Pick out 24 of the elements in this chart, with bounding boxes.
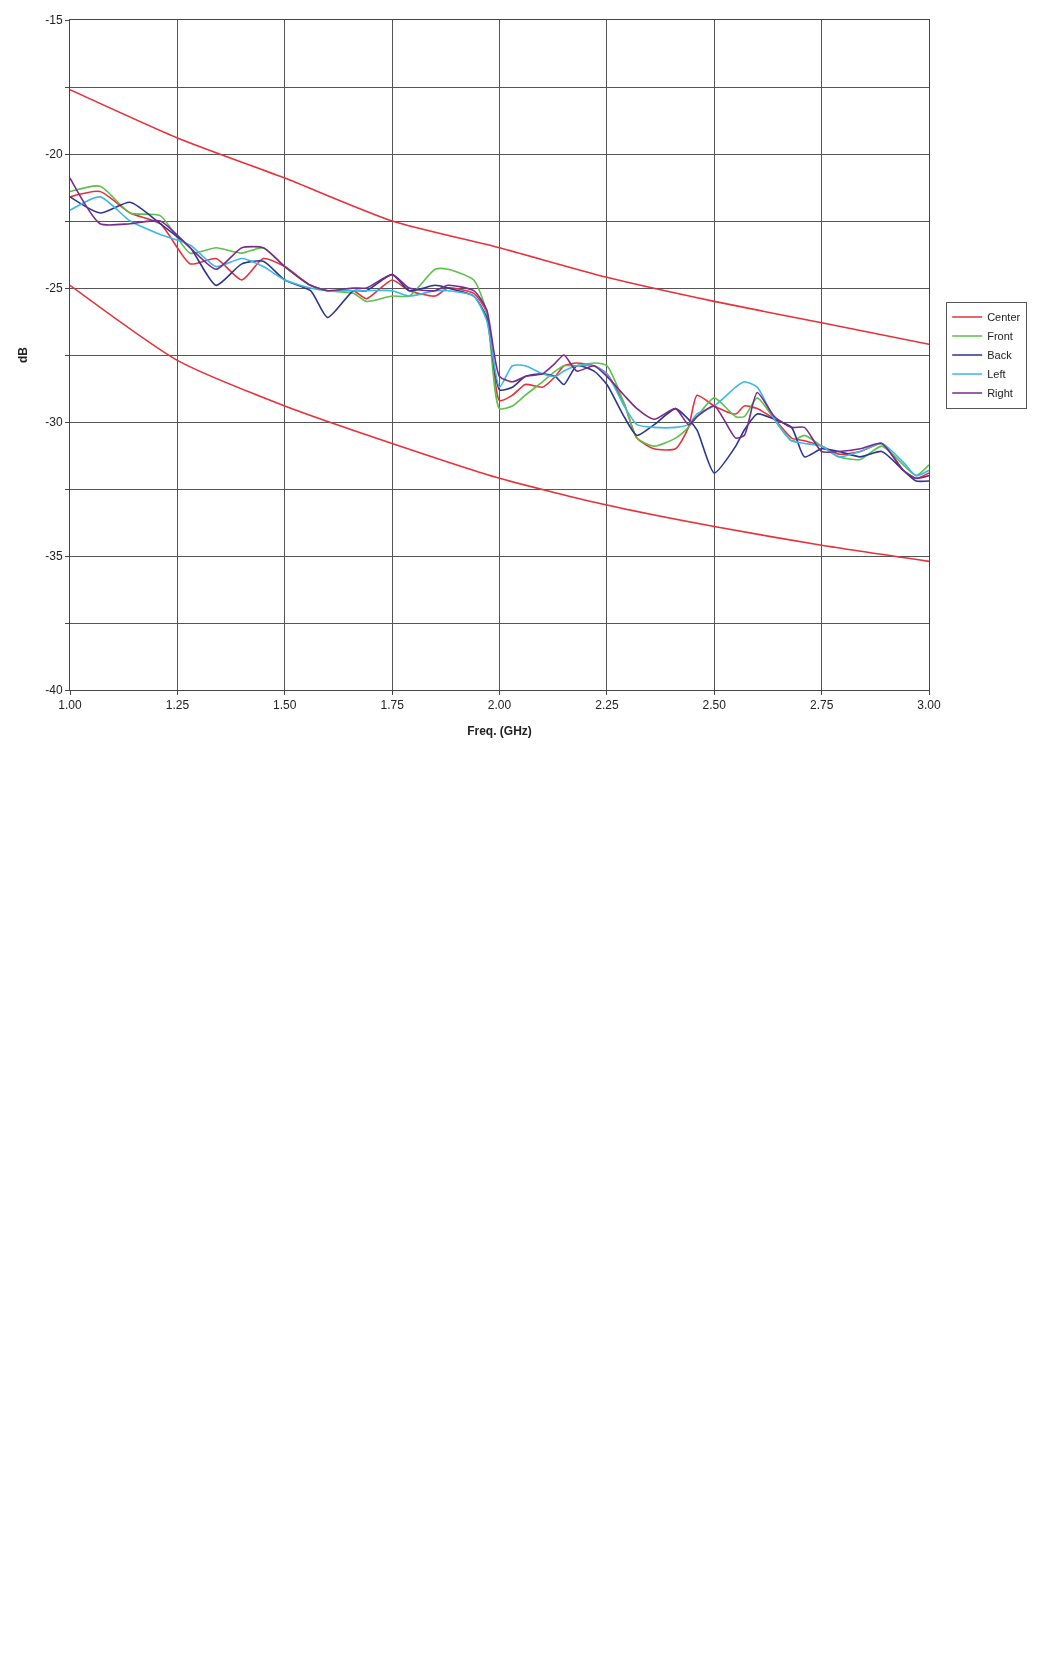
y-tick-label: -40	[45, 683, 63, 698]
y-tick-label: -20	[45, 147, 63, 162]
x-tick-label: 1.00	[58, 698, 82, 713]
y-tick-label: -35	[45, 549, 63, 564]
x-tick-label: 1.75	[380, 698, 405, 713]
legend-label: Right	[987, 387, 1013, 400]
y-tick-label: -25	[45, 281, 63, 296]
legend-label: Front	[987, 330, 1013, 343]
y-axis-title: dB	[15, 346, 30, 363]
y-tick-label: -15	[45, 13, 63, 28]
x-tick-label: 2.00	[487, 698, 512, 713]
legend-label: Center	[987, 311, 1021, 324]
x-tick-label: 3.00	[917, 698, 941, 713]
line-series	[70, 88, 929, 346]
legend-label: Back	[987, 349, 1013, 362]
y-tick-label: -30	[45, 415, 63, 430]
x-tick-label: 2.25	[595, 698, 619, 713]
x-tick-label: 2.50	[702, 698, 727, 713]
x-tick-label: 1.50	[273, 698, 297, 713]
line-series	[70, 284, 929, 563]
legend-label: Left	[987, 368, 1006, 381]
x-tick-label: 1.25	[165, 698, 190, 713]
x-axis-title: Freq. (GHz)	[467, 724, 532, 739]
x-tick-label: 2.75	[809, 698, 834, 713]
